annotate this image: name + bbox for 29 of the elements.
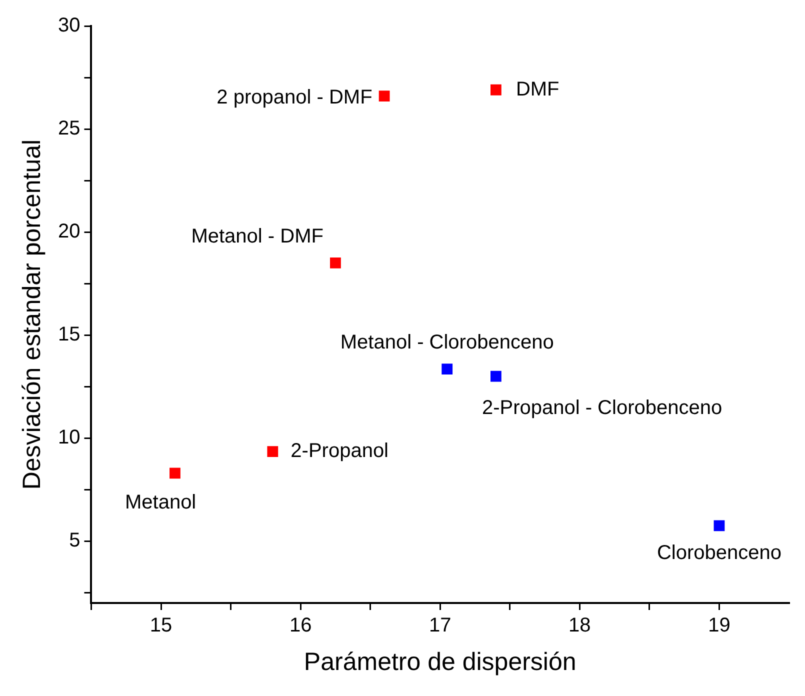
- annotation: 2 propanol - DMF: [216, 86, 372, 109]
- y-tick-label: 30: [58, 14, 80, 37]
- annotation: 2-Propanol - Clorobenceno: [482, 396, 722, 419]
- annotation: 2-Propanol: [290, 440, 389, 462]
- x-tick-label: 16: [289, 614, 312, 637]
- x-axis-title: Parámetro de dispersión: [304, 648, 576, 676]
- annotation: Clorobenceno: [656, 542, 782, 564]
- point: [267, 446, 278, 457]
- y-tick-label: 5: [69, 530, 80, 552]
- point: [378, 90, 390, 102]
- point: [330, 258, 341, 268]
- y-tick-label: 20: [58, 220, 80, 243]
- annotation: Metanol - DMF: [191, 226, 324, 248]
- y-axis-title: Desviación estandar porcentual: [18, 139, 46, 490]
- x-tick-label: 15: [150, 614, 172, 637]
- x-tick-label: 19: [708, 614, 730, 637]
- point: [490, 84, 502, 96]
- point: [490, 370, 502, 382]
- point: [714, 520, 725, 532]
- annotation: DMF: [516, 78, 560, 100]
- y-tick-label: 15: [58, 324, 80, 346]
- y-tick-label: 25: [58, 118, 80, 140]
- y-tick-label: 10: [58, 426, 80, 449]
- x-tick-label: 18: [568, 614, 591, 637]
- point: [170, 468, 180, 479]
- x-tick-label: 17: [429, 614, 452, 637]
- annotation: Metanol: [124, 492, 196, 514]
- annotation: Metanol - Clorobenceno: [340, 332, 554, 354]
- point: [442, 364, 453, 375]
